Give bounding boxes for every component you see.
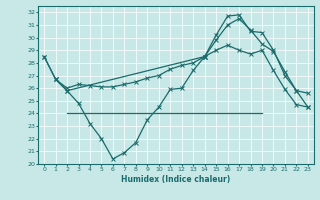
X-axis label: Humidex (Indice chaleur): Humidex (Indice chaleur) — [121, 175, 231, 184]
